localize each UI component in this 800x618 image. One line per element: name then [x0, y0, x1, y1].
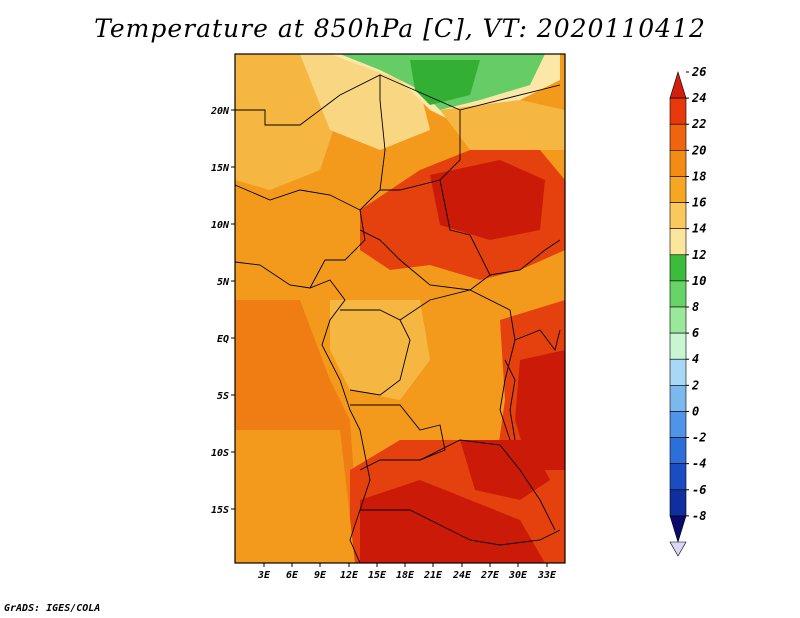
lon-label-27e: 27E: [480, 570, 500, 581]
latitude-axis: 20N 15N 10N 5N EQ 5S 10S 15S: [210, 106, 235, 516]
colorbar-segment: [669, 280, 687, 308]
border-west-africa: [235, 184, 366, 289]
border-libya-egypt: [459, 84, 561, 111]
lon-label-15e: 15E: [368, 570, 387, 581]
colorbar-label: 4: [692, 352, 699, 366]
lon-label-24e: 24E: [452, 570, 472, 581]
colorbar-label: -8: [692, 509, 706, 523]
colorbar-segment: [669, 437, 687, 464]
lon-label-9e: 9E: [314, 570, 327, 581]
border-east-lakes: [514, 329, 561, 352]
lat-label-15n: 15N: [211, 163, 230, 174]
border-southern: [360, 509, 561, 546]
lon-label-30e: 30E: [508, 570, 528, 581]
longitude-axis: 3E 6E 9E 12E 15E 18E 21E 24E 27E 30E 33E: [257, 563, 557, 581]
colorbar-segment: [669, 515, 687, 544]
field-kalahari-core: [360, 480, 545, 563]
colorbar-segment: [669, 228, 687, 256]
lon-label-21e: 21E: [423, 570, 443, 581]
colorbar-segment: [669, 176, 687, 203]
lat-label-10n: 10N: [211, 220, 230, 231]
chart-title: Temperature at 850hPa [C], VT: 202011041…: [94, 14, 706, 43]
colorbar-segment: [669, 385, 687, 412]
lat-label-10s: 10S: [211, 448, 229, 459]
colorbar-label: -2: [692, 431, 706, 445]
lon-label-33e: 33E: [537, 570, 557, 581]
colorbar-label: 26: [691, 65, 706, 79]
border-drc-east: [399, 289, 516, 441]
colorbar-label: 24: [691, 91, 706, 105]
colorbar-label: 22: [691, 117, 706, 131]
lat-label-eq: EQ: [217, 334, 229, 345]
colorbar-label: -6: [692, 483, 706, 497]
colorbar-label: 2: [691, 378, 699, 392]
coastline-west: [235, 261, 371, 563]
colorbar-segment: [669, 463, 687, 491]
country-borders: [235, 74, 561, 563]
colorbar-label: 0: [692, 404, 699, 418]
colorbar-segment: [669, 123, 687, 151]
colorbar-segment: [669, 254, 687, 282]
colorbar-segment: [669, 306, 687, 334]
lat-label-5n: 5N: [217, 277, 230, 288]
temperature-field: [235, 54, 565, 563]
colorbar-under-triangle: [669, 541, 687, 557]
field-green-core: [410, 60, 480, 105]
lat-label-5s: 5S: [217, 391, 229, 402]
colorbar-segment: [669, 202, 687, 229]
colorbar-label: 16: [692, 196, 706, 210]
colorbar-label: 6: [692, 326, 699, 340]
lon-label-18e: 18E: [396, 570, 415, 581]
lon-label-6e: 6E: [286, 570, 299, 581]
colorbar-segment: [669, 332, 687, 360]
border-niger-libya: [379, 74, 461, 191]
field-southwest-ocean: [235, 430, 355, 563]
colorbar-segment: [669, 97, 687, 125]
colorbar-segment: [669, 70, 687, 99]
field-egypt-light: [440, 100, 565, 150]
colorbar-label: -4: [692, 457, 706, 471]
colorbar-label: 20: [691, 143, 706, 157]
lon-label-3e: 3E: [257, 570, 271, 581]
colorbar-label: 14: [692, 222, 706, 236]
border-zambia: [419, 439, 556, 531]
lake-tanganyika: [504, 359, 516, 441]
border-sudan-south: [489, 239, 561, 276]
field-chad-core: [430, 160, 545, 240]
map-frame: [234, 53, 566, 564]
colorbar-segment: [669, 150, 687, 177]
field-zambia-core: [460, 440, 550, 500]
border-angola: [350, 404, 446, 471]
lat-label-15s: 15S: [211, 505, 229, 516]
colorbar-label: 12: [692, 248, 706, 262]
colorbar-label: 10: [692, 274, 706, 288]
border-sahara: [235, 74, 386, 211]
colorbar-segment: [669, 411, 687, 438]
lon-label-12e: 12E: [340, 570, 359, 581]
colorbar-label: 18: [692, 169, 706, 183]
border-congo: [340, 309, 411, 396]
lat-label-20n: 20N: [210, 106, 230, 117]
field-congo-light: [330, 300, 430, 400]
credit-text: GrADS: IGES/COLA: [4, 603, 101, 614]
colorbar-label: 8: [692, 300, 699, 314]
colorbar-segment: [669, 489, 687, 517]
colorbar-segment: [669, 358, 687, 386]
